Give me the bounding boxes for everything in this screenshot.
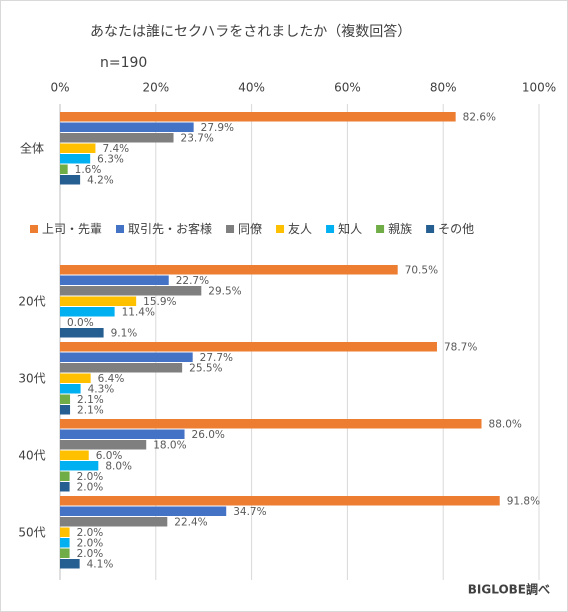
legend-label: 友人 <box>288 222 312 236</box>
value-label: 2.1% <box>77 404 104 416</box>
value-label: 18.0% <box>153 439 186 451</box>
bar <box>60 143 96 153</box>
legend-label: その他 <box>438 222 474 236</box>
bar <box>60 419 482 429</box>
value-label: 2.0% <box>77 537 104 549</box>
value-label: 1.6% <box>75 164 102 176</box>
value-label: 4.1% <box>87 558 114 570</box>
value-label: 22.7% <box>176 275 209 287</box>
x-tick-label: 0% <box>50 81 69 95</box>
value-label: 27.9% <box>201 122 234 134</box>
bar <box>60 328 104 338</box>
bar <box>60 133 174 143</box>
legend-swatch <box>426 225 435 233</box>
bar <box>60 482 70 492</box>
y-tick-label: 全体 <box>20 140 44 155</box>
value-label: 6.3% <box>97 153 124 165</box>
bar <box>60 548 70 558</box>
bar <box>60 527 70 537</box>
y-tick-label: 20代 <box>18 294 45 308</box>
value-label: 11.4% <box>122 306 155 318</box>
value-label: 2.0% <box>77 527 104 539</box>
legend-label: 知人 <box>338 222 362 236</box>
x-tick-label: 80% <box>430 81 457 95</box>
y-tick-label: 50代 <box>18 525 45 539</box>
bar <box>60 373 91 383</box>
bar <box>60 440 147 450</box>
value-label: 34.7% <box>233 506 266 518</box>
chart-title: あなたは誰にセクハラをされましたか（複数回答） <box>90 23 411 40</box>
value-label: 25.5% <box>189 362 222 374</box>
bar <box>60 496 500 506</box>
bar <box>60 394 71 404</box>
bar <box>60 112 456 122</box>
x-tick-label: 60% <box>334 81 361 95</box>
value-label: 26.0% <box>192 429 225 441</box>
bar <box>60 471 70 481</box>
value-label: 88.0% <box>489 418 522 430</box>
value-label: 9.1% <box>111 327 138 339</box>
bar <box>60 265 398 275</box>
bar <box>60 538 70 548</box>
legend-swatch <box>116 225 125 233</box>
value-label: 2.0% <box>77 471 104 483</box>
value-label: 4.3% <box>88 383 115 395</box>
y-tick-label: 40代 <box>18 448 45 462</box>
bar <box>60 352 193 362</box>
legend-swatch <box>326 225 335 233</box>
bar <box>60 405 71 415</box>
chart-subtitle: n=190 <box>100 55 147 71</box>
x-tick-label: 40% <box>238 81 265 95</box>
value-label: 78.7% <box>444 341 477 353</box>
bar <box>60 275 169 285</box>
value-label: 6.4% <box>98 373 125 385</box>
legend-label: 親族 <box>388 222 412 236</box>
source: BIGLOBE調べ <box>468 582 550 597</box>
value-label: 70.5% <box>405 264 438 276</box>
legend-swatch <box>276 225 285 233</box>
value-label: 82.6% <box>463 111 496 123</box>
value-label: 2.0% <box>77 481 104 493</box>
x-tick-label: 20% <box>142 81 169 95</box>
value-label: 15.9% <box>143 296 176 308</box>
value-label: 29.5% <box>208 285 241 297</box>
value-label: 2.0% <box>77 548 104 560</box>
y-tick-label: 30代 <box>18 371 45 385</box>
bar <box>60 450 89 460</box>
bar <box>60 164 68 174</box>
value-label: 22.4% <box>174 516 207 528</box>
bar <box>60 175 81 185</box>
value-label: 2.1% <box>77 394 104 406</box>
x-tick-label: 100% <box>522 81 556 95</box>
bar <box>60 286 202 296</box>
legend-swatch <box>376 225 385 233</box>
value-label: 23.7% <box>181 132 214 144</box>
bar <box>60 506 227 516</box>
bar <box>60 296 137 306</box>
bar <box>60 461 99 471</box>
value-label: 8.0% <box>105 460 132 472</box>
bar <box>60 342 437 352</box>
value-label: 0.0% <box>67 317 94 329</box>
bar <box>60 307 115 317</box>
legend-swatch <box>226 225 235 233</box>
value-label: 7.4% <box>102 143 129 155</box>
bar <box>60 384 81 394</box>
legend-label: 上司・先輩 <box>42 221 102 236</box>
legend-label: 同僚 <box>238 221 262 236</box>
legend-label: 取引先・お客様 <box>128 221 212 236</box>
bar <box>60 429 185 439</box>
bar <box>60 122 194 132</box>
value-label: 6.0% <box>96 450 123 462</box>
bar <box>60 363 183 373</box>
legend-swatch <box>30 225 38 233</box>
bar <box>60 559 80 569</box>
bar <box>60 154 91 164</box>
bar <box>60 517 168 527</box>
value-label: 4.2% <box>87 174 114 186</box>
value-label: 27.7% <box>200 352 233 364</box>
value-label: 91.8% <box>507 495 540 507</box>
